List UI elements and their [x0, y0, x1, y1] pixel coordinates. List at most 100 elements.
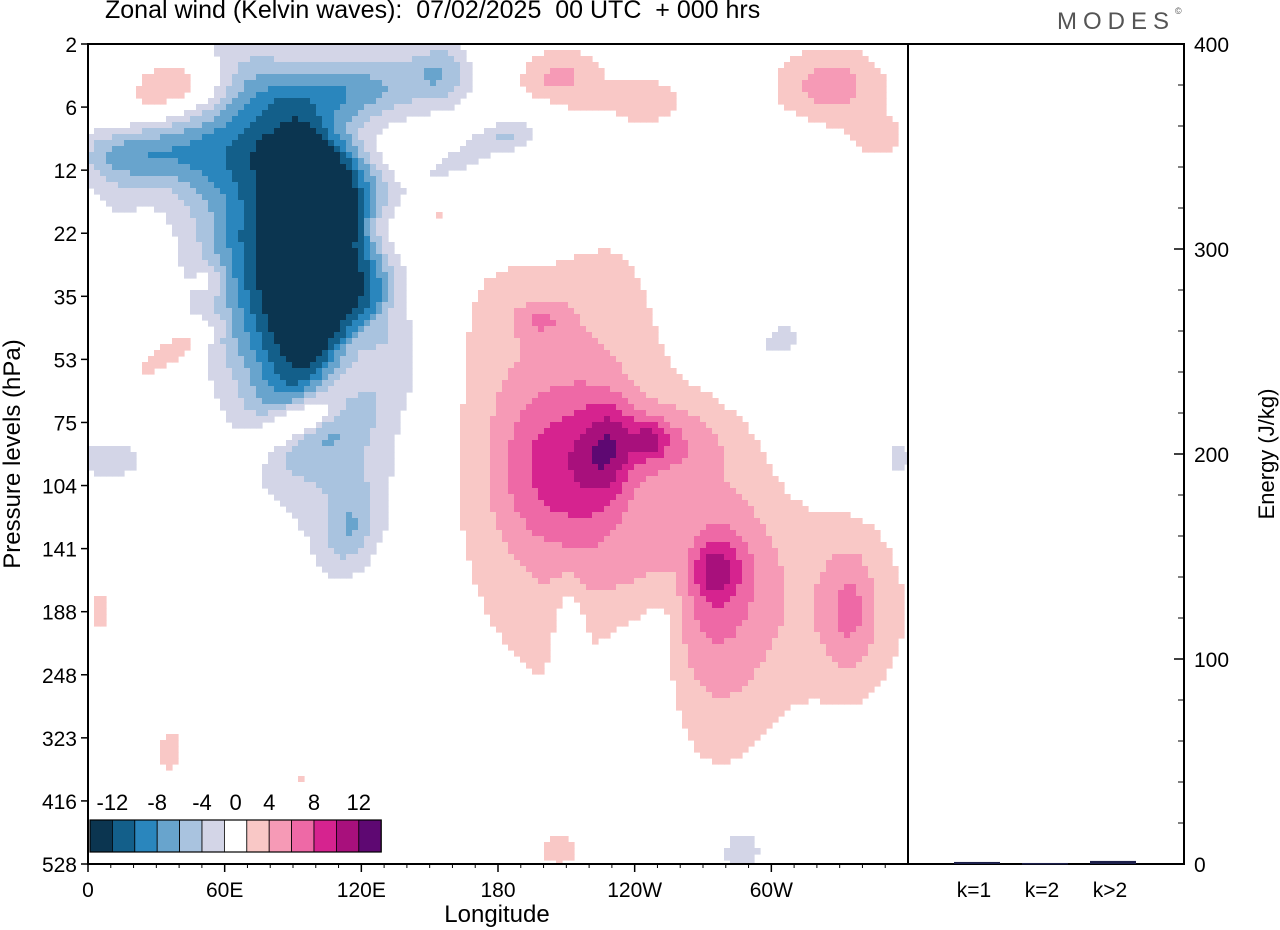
field-cell [364, 200, 371, 207]
field-cell [148, 200, 155, 207]
field-cell [124, 206, 131, 213]
field-cell [424, 98, 431, 105]
field-cell [328, 212, 335, 219]
field-cell [550, 314, 557, 321]
field-cell [850, 62, 857, 69]
field-cell [352, 506, 359, 513]
field-cell [460, 146, 467, 153]
field-cell [220, 236, 227, 243]
field-cell [460, 422, 467, 429]
field-cell [520, 500, 527, 507]
field-cell [340, 428, 347, 435]
field-cell [244, 98, 251, 105]
field-cell [298, 338, 305, 345]
field-cell [112, 134, 119, 141]
field-cell [712, 428, 719, 435]
field-cell [358, 380, 365, 387]
field-cell [694, 428, 701, 435]
field-cell [538, 350, 545, 357]
field-cell [274, 314, 281, 321]
field-cell [520, 296, 527, 303]
field-cell [550, 368, 557, 375]
field-cell [748, 434, 755, 441]
field-cell [352, 344, 359, 351]
field-cell [496, 308, 503, 315]
field-cell [274, 74, 281, 81]
field-cell [88, 458, 95, 465]
field-cell [556, 458, 563, 465]
field-cell [484, 476, 491, 483]
field-cell [826, 86, 833, 93]
field-cell [142, 362, 149, 369]
field-cell [538, 344, 545, 351]
field-cell [676, 392, 683, 399]
field-cell [604, 80, 611, 87]
field-cell [856, 86, 863, 93]
field-cell [334, 122, 341, 129]
field-cell [382, 326, 389, 333]
field-cell [424, 110, 431, 117]
field-cell [220, 158, 227, 165]
field-cell [520, 362, 527, 369]
field-cell [178, 86, 185, 93]
field-cell [604, 308, 611, 315]
field-cell [292, 344, 299, 351]
field-cell [328, 200, 335, 207]
field-cell [472, 410, 479, 417]
field-cell [232, 212, 239, 219]
field-cell [238, 182, 245, 189]
field-cell [328, 368, 335, 375]
field-cell [232, 398, 239, 405]
field-cell [244, 194, 251, 201]
field-cell [118, 170, 125, 177]
field-cell [292, 164, 299, 171]
field-cell [874, 134, 881, 141]
field-cell [280, 368, 287, 375]
field-cell [550, 452, 557, 459]
field-cell [694, 494, 701, 501]
field-cell [256, 212, 263, 219]
field-cell [478, 404, 485, 411]
field-cell [226, 86, 233, 93]
field-cell [184, 254, 191, 261]
field-cell [472, 362, 479, 369]
field-cell [550, 86, 557, 93]
field-cell [316, 194, 323, 201]
field-cell [190, 194, 197, 201]
field-cell [226, 200, 233, 207]
field-cell [592, 302, 599, 309]
field-cell [538, 404, 545, 411]
field-cell [202, 128, 209, 135]
field-cell [550, 362, 557, 369]
field-cell [394, 368, 401, 375]
field-cell [586, 296, 593, 303]
field-cell [340, 140, 347, 147]
field-cell [496, 386, 503, 393]
field-cell [526, 284, 533, 291]
field-cell [532, 74, 539, 81]
field-cell [358, 452, 365, 459]
field-cell [580, 320, 587, 327]
field-cell [538, 272, 545, 279]
field-cell [280, 98, 287, 105]
field-cell [238, 374, 245, 381]
field-cell [292, 152, 299, 159]
field-cell [310, 212, 317, 219]
field-cell [652, 410, 659, 417]
field-cell [616, 446, 623, 453]
field-cell [652, 332, 659, 339]
field-cell [226, 302, 233, 309]
field-cell [244, 158, 251, 165]
field-cell [154, 92, 161, 99]
field-cell [574, 98, 581, 105]
field-cell [184, 80, 191, 87]
field-cell [370, 104, 377, 111]
field-cell [514, 470, 521, 477]
field-cell [430, 74, 437, 81]
field-cell [262, 470, 269, 477]
field-cell [802, 92, 809, 99]
field-cell [166, 218, 173, 225]
field-cell [166, 152, 173, 159]
field-cell [388, 362, 395, 369]
field-cell [502, 350, 509, 357]
